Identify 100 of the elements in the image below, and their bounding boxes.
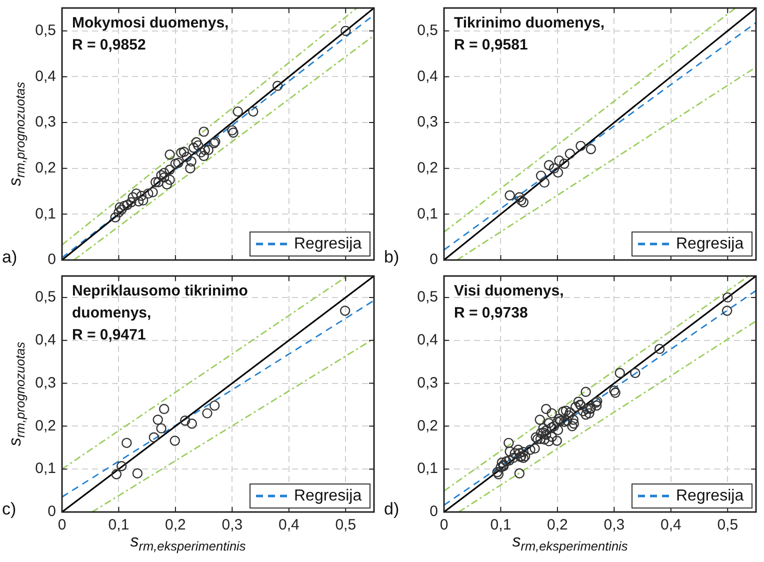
y-tick-label: 0,4 — [35, 68, 56, 85]
x-tick-label: 0,2 — [547, 516, 568, 534]
y-tick-label: 0,1 — [417, 205, 438, 222]
point — [164, 174, 175, 185]
point — [227, 125, 238, 136]
y-tick-label: 0,2 — [35, 417, 56, 434]
x-tick-label: 0,2 — [165, 516, 186, 534]
point — [228, 128, 238, 138]
point — [176, 148, 186, 158]
point — [586, 144, 596, 154]
y-tick-label: 0,5 — [35, 288, 56, 306]
x-tick-label: 0,5 — [717, 516, 738, 534]
point — [552, 167, 564, 178]
point — [514, 192, 525, 202]
point — [202, 408, 212, 418]
point — [186, 156, 196, 167]
point — [162, 179, 172, 190]
point — [131, 188, 142, 199]
x-tick-label: 0,3 — [222, 516, 243, 534]
y-tick-label: 0,3 — [417, 374, 438, 392]
point — [110, 212, 120, 222]
point — [143, 188, 154, 199]
point — [150, 177, 161, 188]
point — [159, 168, 170, 178]
point — [126, 197, 136, 208]
y-tick-label: 0,1 — [35, 205, 56, 222]
point — [186, 418, 198, 429]
legend-label: Regresija — [294, 487, 362, 504]
y-tick-label: 0,4 — [35, 332, 56, 349]
text: Visi duomenys, R = 0,9738 — [454, 282, 564, 322]
x-tick-label: 0,4 — [660, 516, 682, 534]
point — [209, 400, 220, 411]
text: Tikrinimo duomenys, R = 0,9581 — [454, 14, 605, 54]
text: Nepriklausomo tikrinimo duomenys, R = 0,9471 — [72, 282, 248, 344]
point — [114, 207, 124, 218]
point — [180, 416, 190, 426]
point — [548, 163, 560, 174]
y-tick-label: 0,3 — [35, 114, 56, 131]
y-tick-label: 0,5 — [417, 288, 438, 306]
point — [148, 432, 159, 442]
y-tick-label: 0,5 — [35, 22, 56, 40]
y-tick-label: 0,5 — [417, 22, 438, 40]
point — [132, 468, 143, 478]
legend-label: Regresija — [294, 235, 362, 252]
legend-label: Regresija — [676, 235, 744, 252]
point — [111, 469, 122, 480]
x-tick-label: 0,1 — [490, 516, 512, 534]
point — [119, 200, 130, 212]
point — [518, 197, 529, 208]
point — [536, 170, 546, 181]
point — [504, 190, 515, 200]
point — [153, 177, 164, 188]
point — [148, 187, 158, 198]
point — [185, 163, 196, 174]
y-axis-title: srm,prognozuotas — [6, 341, 28, 446]
x-tick-label: 0,1 — [108, 516, 130, 534]
point — [138, 195, 148, 206]
y-tick-label: 0 — [430, 503, 438, 520]
point — [340, 306, 350, 316]
point — [544, 160, 554, 170]
point — [200, 144, 210, 156]
y-tick-label: 0 — [48, 503, 56, 520]
point — [170, 436, 180, 446]
point — [156, 170, 166, 180]
y-tick-label: 0,1 — [35, 460, 56, 478]
x-tick-label: 0,3 — [604, 516, 625, 534]
text: a) — [2, 248, 18, 267]
text: Mokymosi duomenys, R = 0,9852 — [72, 14, 229, 54]
text: b) — [384, 248, 400, 267]
point — [136, 190, 147, 201]
point — [340, 26, 351, 36]
point — [564, 148, 576, 159]
text: d) — [384, 500, 400, 519]
point — [196, 147, 206, 158]
point — [164, 150, 175, 160]
point — [159, 172, 170, 183]
x-tick-label: 0,4 — [278, 516, 300, 534]
point — [193, 140, 204, 151]
point — [122, 438, 132, 448]
point — [128, 192, 138, 202]
y-tick-label: 0,4 — [417, 332, 438, 349]
point — [554, 155, 564, 166]
point — [272, 80, 283, 91]
y-tick-label: 0,3 — [35, 374, 56, 392]
point — [191, 137, 202, 148]
point — [203, 144, 214, 156]
point — [173, 158, 184, 168]
point — [159, 404, 170, 414]
point — [248, 106, 258, 117]
point — [164, 164, 175, 175]
y-tick-label: 0 — [48, 251, 56, 268]
point — [559, 158, 570, 169]
point — [156, 423, 166, 434]
y-tick-label: 0,4 — [417, 68, 438, 85]
point — [182, 152, 192, 162]
y-tick-label: 0 — [430, 251, 438, 268]
point — [152, 414, 163, 425]
point — [116, 204, 127, 215]
point — [539, 177, 550, 188]
point — [232, 106, 243, 117]
